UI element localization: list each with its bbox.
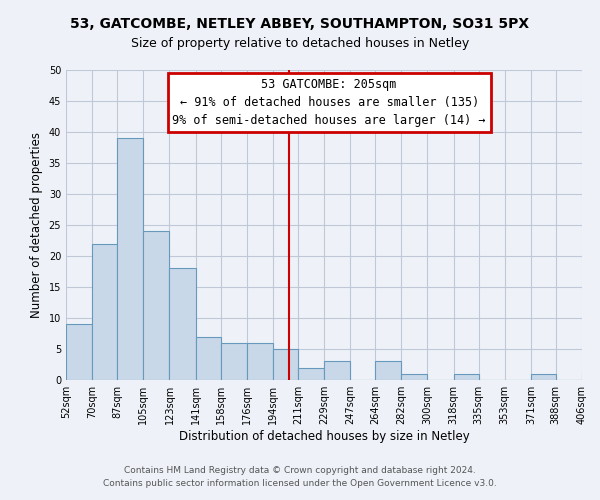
Text: Size of property relative to detached houses in Netley: Size of property relative to detached ho…	[131, 38, 469, 51]
Bar	[454, 374, 479, 380]
Bar	[531, 374, 556, 380]
Bar	[143, 231, 169, 380]
Bar	[247, 343, 273, 380]
Y-axis label: Number of detached properties: Number of detached properties	[30, 132, 43, 318]
Bar	[196, 336, 221, 380]
Bar	[582, 374, 600, 380]
Bar	[117, 138, 143, 380]
Bar	[324, 362, 350, 380]
Bar	[375, 362, 401, 380]
Bar	[169, 268, 196, 380]
Bar	[92, 244, 117, 380]
X-axis label: Distribution of detached houses by size in Netley: Distribution of detached houses by size …	[179, 430, 469, 443]
Bar	[401, 374, 427, 380]
Bar	[221, 343, 247, 380]
Text: 53 GATCOMBE: 205sqm
← 91% of detached houses are smaller (135)
9% of semi-detach: 53 GATCOMBE: 205sqm ← 91% of detached ho…	[172, 78, 486, 127]
Text: 53, GATCOMBE, NETLEY ABBEY, SOUTHAMPTON, SO31 5PX: 53, GATCOMBE, NETLEY ABBEY, SOUTHAMPTON,…	[70, 18, 530, 32]
Text: Contains HM Land Registry data © Crown copyright and database right 2024.
Contai: Contains HM Land Registry data © Crown c…	[103, 466, 497, 487]
Bar	[66, 324, 92, 380]
Bar	[298, 368, 324, 380]
Bar	[273, 349, 298, 380]
